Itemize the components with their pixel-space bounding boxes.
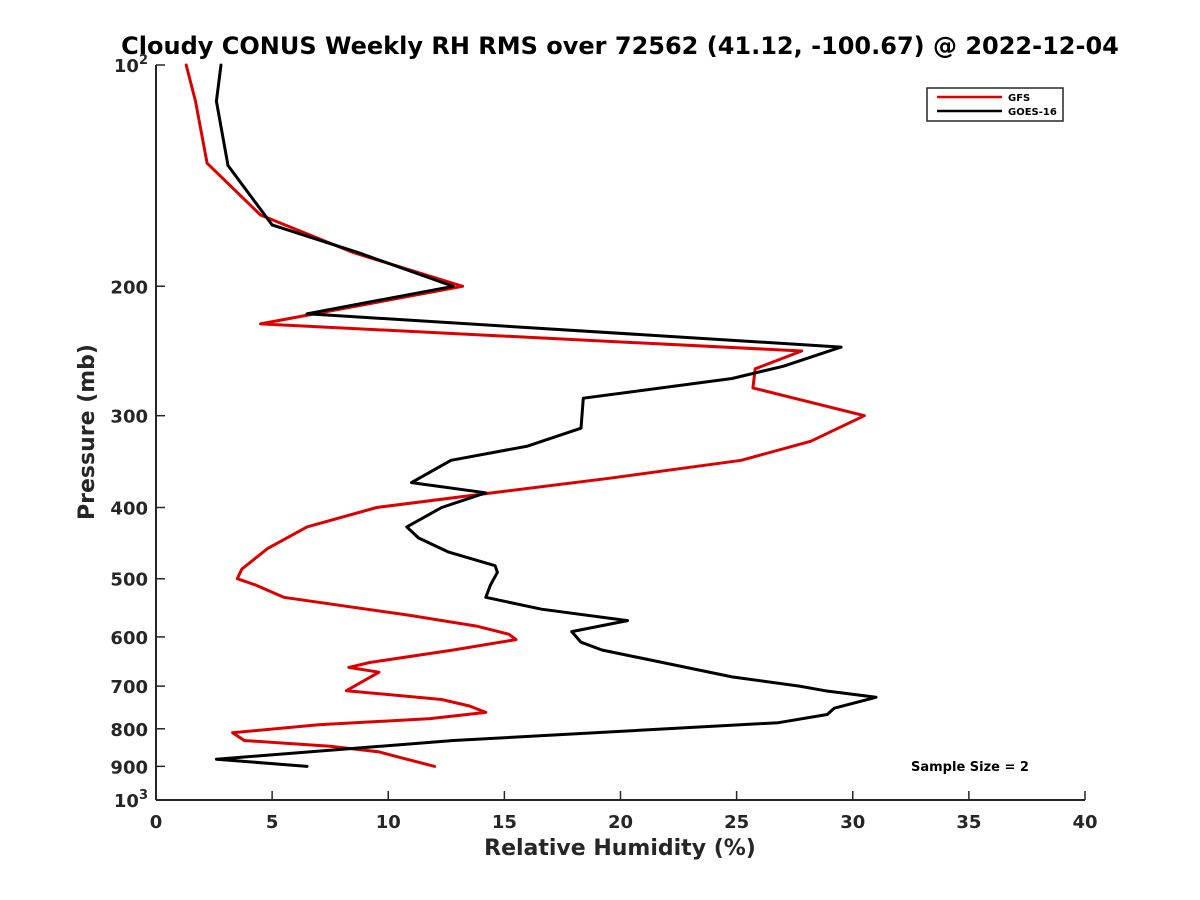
x-tick-label: 10 — [376, 812, 401, 833]
series-line-gfs — [184, 63, 866, 768]
y-axis-label: Pressure (mb) — [75, 344, 100, 520]
y-tick-label: 200 — [110, 277, 148, 298]
x-tick-label: 0 — [150, 812, 163, 833]
y-tick-label: 300 — [110, 407, 148, 428]
x-tick-label: 40 — [1072, 812, 1097, 833]
y-tick-label: 103 — [114, 788, 148, 812]
legend-label-gfs: GFS — [1008, 93, 1030, 104]
x-tick-label: 5 — [266, 812, 279, 833]
x-axis-label: Relative Humidity (%) — [484, 836, 756, 861]
x-tick-label: 15 — [492, 812, 517, 833]
x-tick-label: 30 — [840, 812, 865, 833]
y-tick-label: 800 — [110, 720, 148, 741]
series-line-goes16 — [214, 63, 878, 768]
y-tick-label: 700 — [110, 677, 148, 698]
y-tick-label: 102 — [114, 53, 148, 77]
legend-label-goes16: GOES-16 — [1008, 107, 1057, 118]
x-tick-label: 35 — [956, 812, 981, 833]
chart-title: Cloudy CONUS Weekly RH RMS over 72562 (4… — [121, 32, 1119, 60]
y-tick-label: 500 — [110, 570, 148, 591]
y-tick-label: 900 — [110, 757, 148, 778]
legend: GFS GOES-16 — [926, 87, 1064, 122]
plot-lines — [184, 63, 878, 768]
legend-box — [926, 87, 1064, 122]
x-ticks: 0 5 10 15 20 25 30 35 40 — [150, 791, 1098, 833]
sample-size-annotation: Sample Size = 2 — [911, 760, 1029, 775]
axes — [155, 65, 1085, 801]
y-tick-label: 600 — [110, 628, 148, 649]
y-tick-label: 400 — [110, 499, 148, 520]
y-ticks: 102 200 300 400 500 600 700 800 900 103 — [110, 53, 165, 812]
x-tick-label: 25 — [724, 812, 749, 833]
x-tick-label: 20 — [608, 812, 633, 833]
